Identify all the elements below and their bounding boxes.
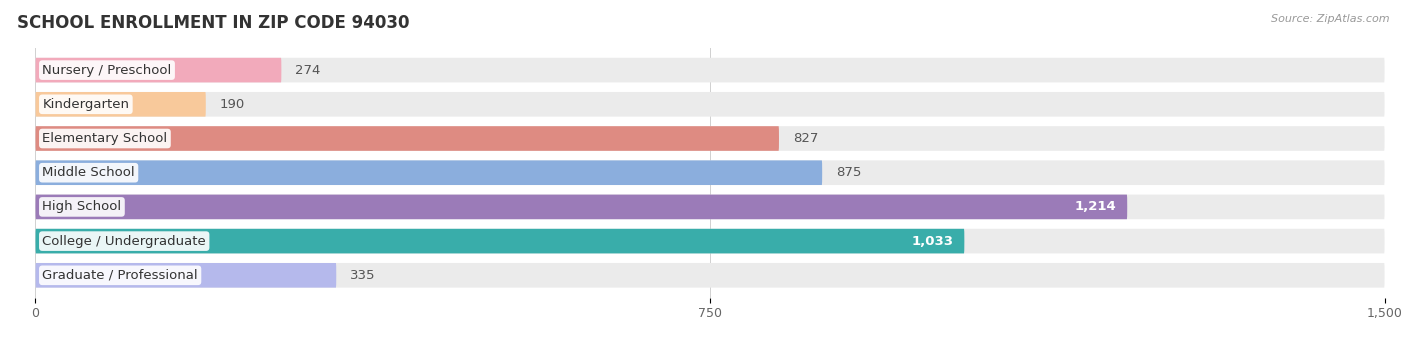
FancyBboxPatch shape xyxy=(35,92,1385,117)
Text: 274: 274 xyxy=(295,64,321,77)
Text: 827: 827 xyxy=(793,132,818,145)
Text: Middle School: Middle School xyxy=(42,166,135,179)
Text: 190: 190 xyxy=(219,98,245,111)
Text: High School: High School xyxy=(42,200,121,213)
FancyBboxPatch shape xyxy=(35,126,779,151)
FancyBboxPatch shape xyxy=(35,126,1385,151)
FancyBboxPatch shape xyxy=(35,263,1385,288)
Text: Elementary School: Elementary School xyxy=(42,132,167,145)
Text: Nursery / Preschool: Nursery / Preschool xyxy=(42,64,172,77)
Text: Kindergarten: Kindergarten xyxy=(42,98,129,111)
FancyBboxPatch shape xyxy=(35,195,1128,219)
FancyBboxPatch shape xyxy=(35,263,336,288)
Text: 1,214: 1,214 xyxy=(1076,200,1116,213)
FancyBboxPatch shape xyxy=(35,160,1385,185)
Text: Graduate / Professional: Graduate / Professional xyxy=(42,269,198,282)
Text: Source: ZipAtlas.com: Source: ZipAtlas.com xyxy=(1271,14,1389,24)
Text: 335: 335 xyxy=(350,269,375,282)
FancyBboxPatch shape xyxy=(35,58,1385,82)
Text: 875: 875 xyxy=(837,166,862,179)
Text: 1,033: 1,033 xyxy=(912,235,953,248)
FancyBboxPatch shape xyxy=(35,58,281,82)
FancyBboxPatch shape xyxy=(35,229,1385,253)
FancyBboxPatch shape xyxy=(35,92,205,117)
Text: College / Undergraduate: College / Undergraduate xyxy=(42,235,207,248)
FancyBboxPatch shape xyxy=(35,229,965,253)
FancyBboxPatch shape xyxy=(35,160,823,185)
Text: SCHOOL ENROLLMENT IN ZIP CODE 94030: SCHOOL ENROLLMENT IN ZIP CODE 94030 xyxy=(17,14,409,32)
FancyBboxPatch shape xyxy=(35,195,1385,219)
